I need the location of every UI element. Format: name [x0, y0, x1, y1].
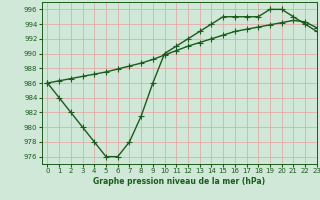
X-axis label: Graphe pression niveau de la mer (hPa): Graphe pression niveau de la mer (hPa) — [93, 177, 265, 186]
